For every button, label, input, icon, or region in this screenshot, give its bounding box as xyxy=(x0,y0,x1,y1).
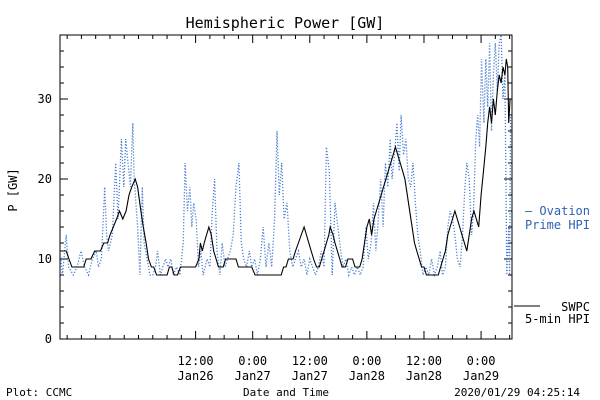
x-tick-date-label: Jan29 xyxy=(463,369,499,383)
plot-frame xyxy=(59,34,513,340)
x-tick-date-label: Jan26 xyxy=(178,369,214,383)
y-axis-label: P [GW] xyxy=(6,168,20,211)
series-line-ovation-prime xyxy=(60,35,512,278)
x-tick-time-label: 0:00 xyxy=(467,354,496,368)
legend-label-ovation-prime: Prime HPI xyxy=(525,218,590,232)
x-tick-time-label: 12:00 xyxy=(406,354,442,368)
chart-title: Hemispheric Power [GW] xyxy=(186,14,385,32)
plot-clip xyxy=(60,35,512,278)
y-tick-label: 10 xyxy=(38,252,52,266)
x-tick-date-label: Jan28 xyxy=(406,369,442,383)
x-axis: 12:00Jan260:00Jan2712:00Jan270:00Jan2812… xyxy=(66,35,511,383)
y-tick-label: 30 xyxy=(38,92,52,106)
x-tick-date-label: Jan27 xyxy=(292,369,328,383)
footer-credit: Plot: CCMC xyxy=(6,386,72,399)
x-tick-time-label: 0:00 xyxy=(352,354,381,368)
x-tick-time-label: 12:00 xyxy=(292,354,328,368)
x-tick-time-label: 0:00 xyxy=(238,354,267,368)
x-tick-time-label: 12:00 xyxy=(178,354,214,368)
footer-timestamp: 2020/01/29 04:25:14 xyxy=(454,386,580,399)
x-axis-label: Date and Time xyxy=(243,386,329,399)
y-tick-label: 0 xyxy=(45,332,52,346)
legend-label-ovation-prime: — Ovation xyxy=(525,204,590,218)
y-tick-label: 20 xyxy=(38,172,52,186)
x-tick-date-label: Jan27 xyxy=(235,369,271,383)
series-line-swpc xyxy=(60,58,511,276)
legend-label-swpc: SWPC xyxy=(561,300,590,314)
y-axis: 0 10 20 30 xyxy=(38,34,512,346)
x-tick-date-label: Jan28 xyxy=(349,369,385,383)
legend-label-swpc: 5-min HPI xyxy=(525,312,590,326)
